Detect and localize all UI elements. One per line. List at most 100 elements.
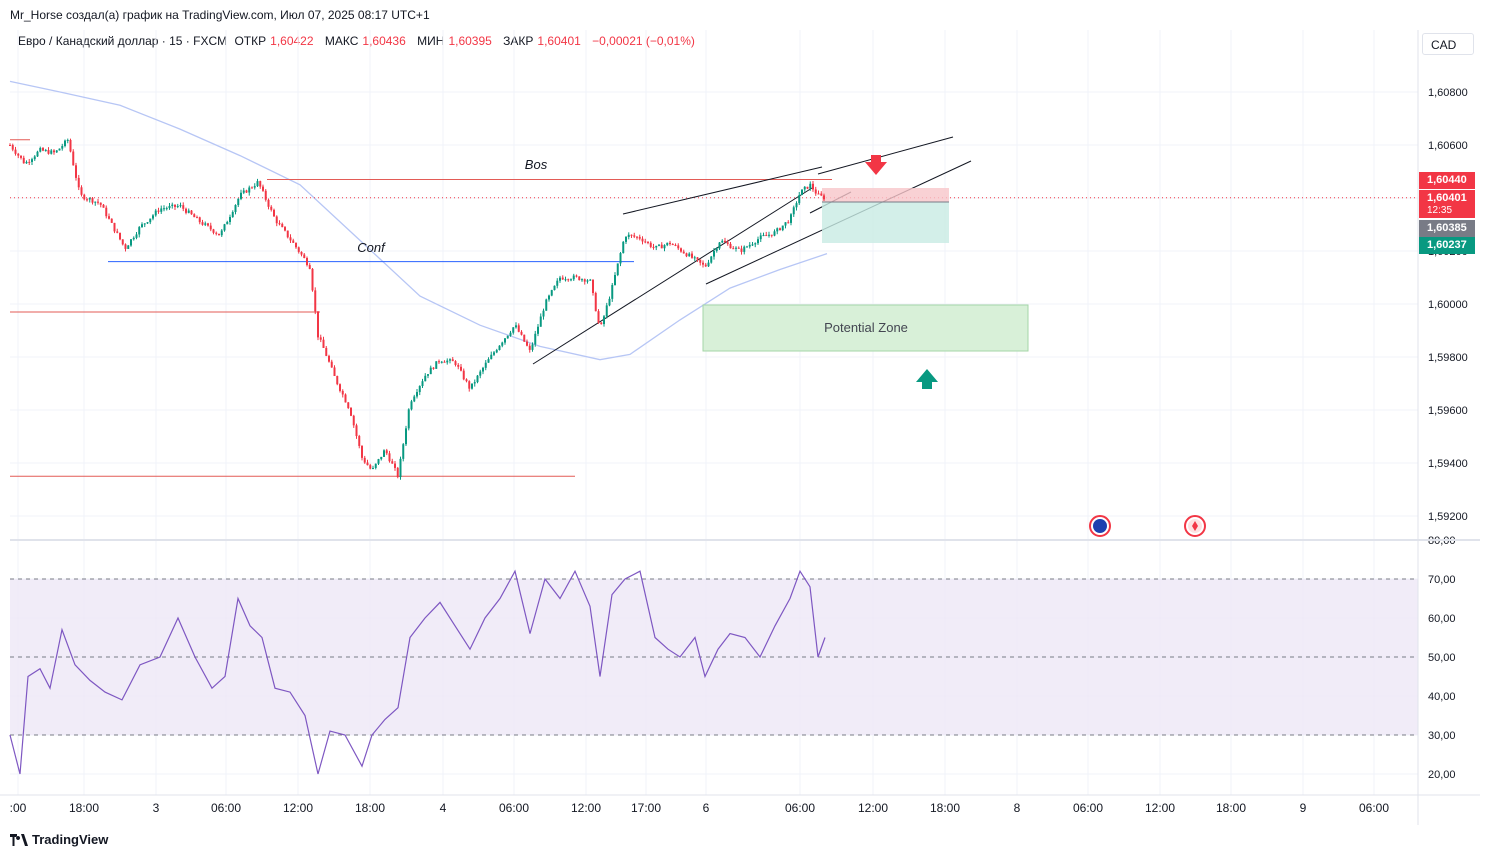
candle-body (270, 206, 273, 210)
candle-body (383, 450, 385, 457)
candle-body (820, 193, 823, 196)
candle-body (583, 279, 586, 282)
candle-body (11, 145, 14, 150)
candle-body (413, 396, 416, 402)
candle-body (726, 242, 729, 244)
candle-body (262, 186, 264, 191)
candle-body (58, 148, 61, 151)
candle-body (28, 161, 31, 163)
candle-body (531, 344, 534, 350)
candle-body (556, 280, 559, 286)
candle-body (509, 332, 512, 336)
canada-flag-ring (1184, 515, 1206, 537)
candle-body (407, 409, 410, 429)
tradingview-logo[interactable]: TradingView (10, 832, 108, 847)
stop-loss-zone (822, 188, 949, 202)
candle-body (754, 243, 757, 245)
candle-body (198, 217, 201, 223)
price-tick-label: 1,59600 (1428, 405, 1468, 417)
candle-body (160, 208, 163, 212)
time-tick-label: 18:00 (930, 801, 960, 815)
candle-body (592, 279, 594, 294)
conf-label: Conf (357, 240, 386, 255)
close-label: ЗАКР (503, 34, 534, 48)
rsi-line (9, 569, 826, 775)
candle-body (102, 204, 105, 208)
candle-body (339, 384, 341, 391)
rsi-tick-label: 80,00 (1428, 535, 1456, 547)
rsi-tick-label: 40,00 (1428, 691, 1456, 703)
candle-body (341, 390, 344, 395)
symbol-title[interactable]: Евро / Канадский доллар · 15 · FXCM (18, 34, 228, 48)
candle-body (713, 250, 715, 257)
candle-body (284, 227, 286, 231)
candle-body (295, 242, 297, 248)
candle-body (369, 465, 372, 469)
channel-inner-line (809, 191, 852, 214)
candle-body (17, 153, 20, 156)
candle-body (328, 355, 330, 362)
candle-body (817, 193, 820, 195)
candle-body (61, 145, 64, 149)
candle-body (743, 246, 746, 252)
candle-body (374, 463, 377, 468)
candle-body (746, 246, 748, 248)
time-tick-label: 12:00 (858, 801, 888, 815)
candle-body (589, 279, 592, 281)
symbol-legend: Евро / Канадский доллар · 15 · FXCM ОТКР… (18, 34, 699, 48)
candle-body (561, 277, 564, 280)
time-tick-label: 06:00 (1073, 801, 1103, 815)
candle-body (471, 383, 473, 389)
candle-body (234, 205, 237, 213)
candle-body (99, 202, 102, 205)
price-tag: 1,60237 (1419, 237, 1475, 254)
top-bar: Mr_Horse создал(а) график на TradingView… (0, 0, 1490, 30)
candle-body (792, 207, 795, 215)
candle-body (245, 190, 248, 193)
candle-body (416, 392, 418, 397)
close-value: 1,60401 (537, 34, 581, 48)
candle-body (454, 361, 457, 365)
candle-body (402, 444, 405, 459)
candle-body (748, 244, 751, 247)
candle-body (176, 205, 179, 207)
candle-body (680, 248, 682, 252)
candle-body (281, 223, 284, 228)
candle-body (36, 151, 39, 157)
candle-body (586, 280, 589, 282)
candle-body (253, 186, 256, 188)
candle-body (539, 316, 542, 327)
candle-body (237, 198, 240, 206)
candle-body (581, 279, 583, 281)
candle-body (240, 192, 242, 199)
candle-body (776, 228, 779, 232)
candle-body (168, 205, 171, 209)
candle-body (737, 247, 740, 249)
candle-body (498, 345, 501, 351)
candle-body (803, 186, 806, 190)
candle-body (405, 428, 407, 445)
candle-body (435, 361, 438, 369)
currency-button[interactable]: CAD (1422, 33, 1474, 55)
candle-body (372, 467, 374, 469)
bos-label: Bos (525, 157, 548, 172)
candle-body (171, 204, 174, 206)
candle-body (275, 216, 278, 224)
candle-body (691, 253, 693, 258)
candle-body (559, 277, 561, 281)
rsi-tick-label: 70,00 (1428, 574, 1456, 586)
candle-body (22, 157, 25, 164)
candle-body (394, 463, 396, 468)
price-tag-value: 1,60237 (1427, 239, 1467, 251)
candle-body (655, 245, 658, 248)
candle-body (594, 293, 597, 312)
candle-body (66, 139, 69, 141)
candle-body (242, 190, 245, 193)
time-tick-label: 6 (703, 801, 710, 815)
candle-body (809, 183, 812, 189)
candle-body (110, 218, 113, 223)
price-tick-label: 1,59400 (1428, 458, 1468, 470)
candle-body (619, 253, 622, 264)
moving-average-line (9, 80, 828, 361)
